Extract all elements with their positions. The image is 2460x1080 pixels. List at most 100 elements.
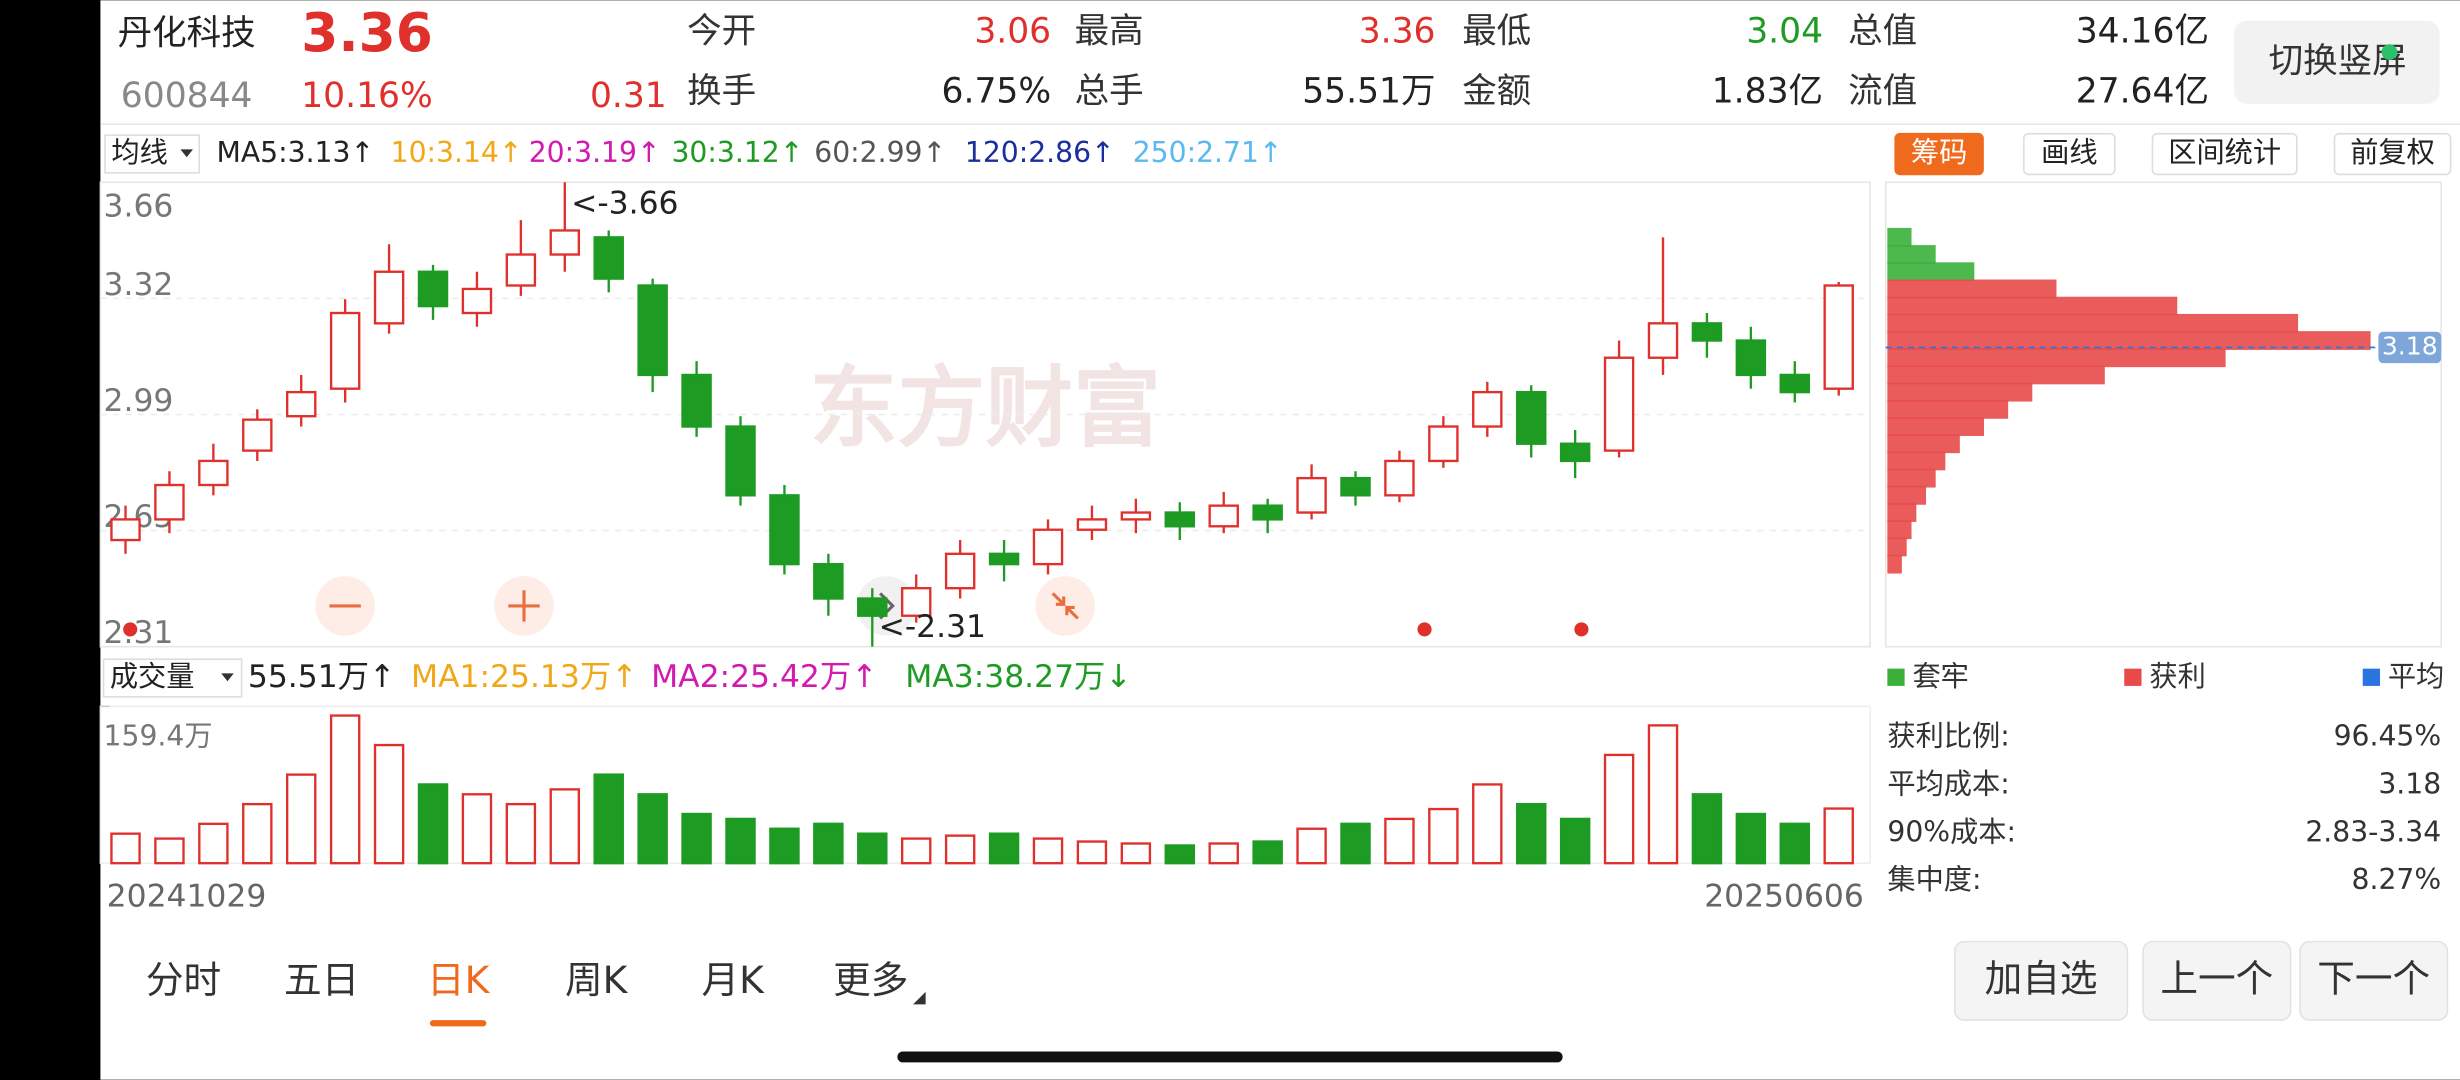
stat-label: 总值 [1848,12,1917,52]
chip-stat-label: 平均成本: [1887,768,2009,801]
candle-body [1691,322,1723,342]
volume-bar [198,822,229,865]
volume-bar [944,834,976,865]
candle-body [198,459,229,487]
signal-dot [123,622,138,637]
chip-bar [1887,399,2009,419]
chip-bar [1887,468,1936,488]
legend-swatch [2124,668,2142,686]
chip-bar [1887,382,2033,402]
dropdown-arrow [180,149,193,158]
volume-bar [1340,822,1371,865]
volume-bar [725,817,756,865]
stock-code: 600844 [121,76,253,116]
panel-tab[interactable] [2333,132,2452,176]
icon [1051,592,1079,620]
max-annotation: <-3.66 [571,185,678,221]
candle-body [329,311,361,390]
ma-indicator: 20:3.19↑ [529,136,661,169]
date-label: 20250606 [1704,879,1864,915]
selector-box[interactable] [104,134,201,174]
y-tick-label: 2.31 [104,615,174,651]
period-tab[interactable]: 周K [565,958,629,1002]
selector-box[interactable] [102,658,243,698]
period-tab[interactable]: 日K [427,958,491,1002]
selector-label[interactable]: 均线 [111,136,167,169]
chip-stat-label: 集中度: [1887,863,1981,896]
stat-value: 3.06 [974,12,1051,52]
volume-pane [99,705,1871,864]
chip-bar [1887,296,2178,316]
volume-bar [769,827,800,865]
action-button-label[interactable]: 上一个 [2160,956,2273,1000]
volume-bar [988,832,1020,865]
period-tab[interactable]: 五日 [284,958,359,1002]
legend-label: 获利 [2149,660,2205,693]
action-button-label[interactable]: 加自选 [1985,956,2098,1000]
action-button-label[interactable]: 下一个 [2317,956,2430,1000]
candle-body [1603,356,1635,452]
panel-tab[interactable] [2023,132,2116,176]
candle-body [242,418,273,452]
panel-tab-label[interactable]: 筹码 [1911,136,1967,169]
volume-bar [1472,783,1503,865]
volume-bar [1032,837,1064,865]
action-button[interactable] [2142,940,2292,1021]
app-background [100,0,2460,1080]
more-arrow [913,991,926,1005]
change-percent: 10.16% [301,76,433,116]
panel-tab[interactable] [2151,132,2298,176]
period-tab[interactable]: 月K [702,958,766,1002]
ma-indicator: MA5:3.13↑ [217,136,375,169]
average-cost-tag [2378,331,2442,364]
candle-body [1120,511,1152,521]
action-button[interactable] [2299,940,2449,1021]
volume-indicator: MA1:25.13万↑ [411,659,637,695]
volume-indicator: MA2:25.42万↑ [651,659,877,695]
candle-body [900,587,932,617]
chip-bar [1887,451,1946,471]
stat-label: 最低 [1462,12,1531,52]
icon [508,590,540,622]
status-dot [2381,44,2398,60]
volume-bar [593,773,624,865]
panel-tab[interactable] [1894,132,1984,176]
chip-bar [1887,434,1960,454]
stat-label: 换手 [687,71,756,111]
button-bg[interactable] [2234,20,2440,104]
reset-zoom[interactable] [1035,576,1096,636]
panel-tab-label[interactable]: 区间统计 [2168,136,2281,169]
action-button[interactable] [1954,940,2129,1021]
candle-body [1823,284,1854,390]
candle-body [1252,504,1283,521]
volume-bar [1515,802,1547,865]
panel-tab-label[interactable]: 前复权 [2350,136,2435,169]
candle-body [593,236,624,280]
chip-bar [1887,520,1912,540]
volume-bar [373,743,405,865]
candle-body [681,373,712,428]
candle-body [549,229,581,256]
candle-body [1735,339,1767,377]
switch-button[interactable]: 切换竖屏 [2234,20,2440,104]
stat-value: 34.16亿 [2076,12,2209,52]
period-tab[interactable]: 更多 [833,958,908,1002]
signal-dots [123,622,1589,637]
chip-stat-value: 3.18 [2378,768,2441,801]
candle-body [1076,518,1108,531]
ma-selector[interactable]: 均线 [104,134,201,174]
candle-body [1340,476,1371,497]
legend-swatch [1887,668,1905,686]
ma-indicator: 10:3.14↑ [391,136,523,169]
selector-label[interactable]: 成交量 [110,660,195,693]
candle-body [1779,373,1811,394]
period-tab[interactable]: 分时 [146,958,221,1002]
chip-stat-value: 96.45% [2334,720,2442,753]
volume-bar [285,773,317,865]
volume-selector[interactable]: 成交量 [102,658,243,698]
chip-bar [1887,331,2371,350]
panel-tab-label[interactable]: 画线 [2041,136,2097,169]
volume-bar [1076,840,1108,865]
